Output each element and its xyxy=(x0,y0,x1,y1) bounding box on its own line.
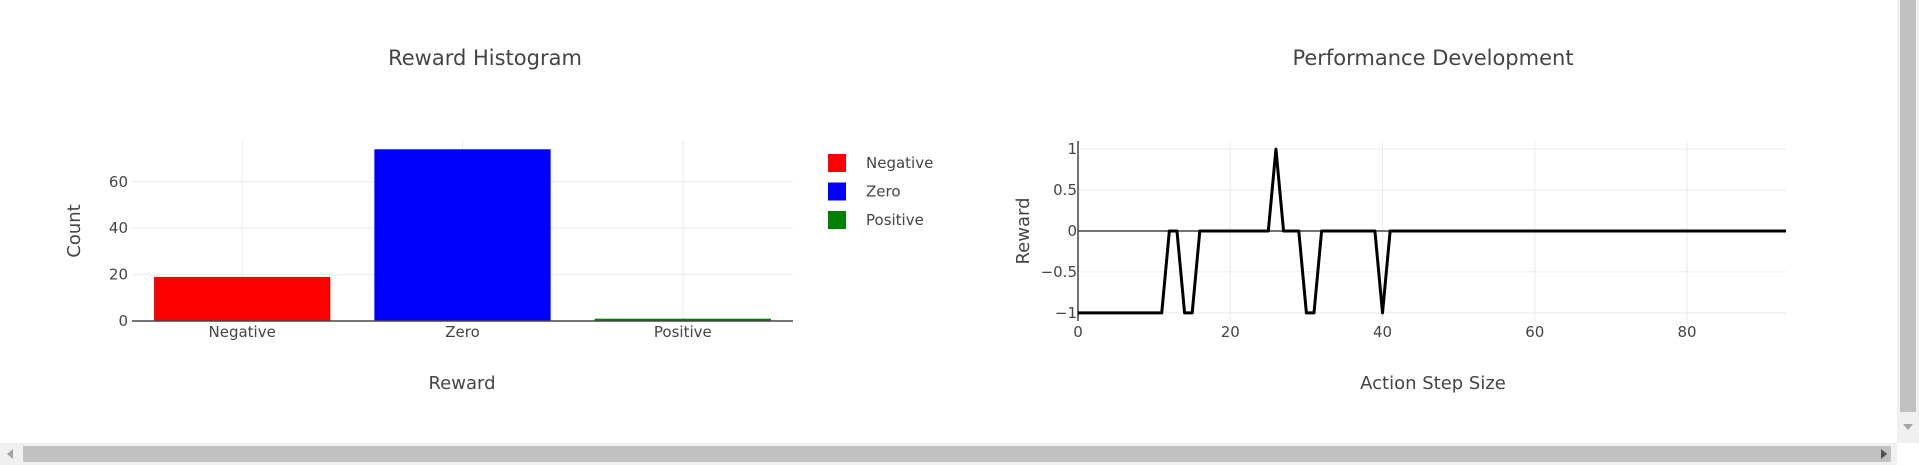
histogram-y-tick-label: 0 xyxy=(118,312,128,330)
performance-development-chart: Performance Development −1 −0.5 0 0.5 1 0 20 4… xyxy=(1013,46,1786,394)
histogram-y-tick-label: 60 xyxy=(109,173,128,191)
performance-title: Performance Development xyxy=(1292,46,1573,70)
histogram-x-ticks: Negative Zero Positive xyxy=(209,323,712,341)
scroll-right-icon[interactable] xyxy=(1881,449,1887,459)
legend-swatch xyxy=(828,182,846,201)
histogram-bars xyxy=(154,149,771,321)
bar-positive[interactable] xyxy=(594,318,771,321)
histogram-y-ticks: 0 20 40 60 xyxy=(109,173,128,330)
vertical-scrollbar-thumb[interactable] xyxy=(1900,0,1916,412)
histogram-x-axis-title: Reward xyxy=(428,373,495,394)
bar-zero[interactable] xyxy=(374,149,551,321)
performance-y-tick-label: 0.5 xyxy=(1053,181,1077,199)
histogram-y-axis-title: Count xyxy=(64,204,85,257)
histogram-x-tick-label: Zero xyxy=(445,323,480,341)
legend-item-negative[interactable]: Negative xyxy=(828,154,933,172)
performance-x-tick-label: 60 xyxy=(1525,323,1544,341)
performance-x-tick-label: 80 xyxy=(1677,323,1696,341)
vertical-scrollbar[interactable] xyxy=(1897,0,1919,443)
reward-histogram-chart: Reward Histogram 0 20 40 60 Negative Zero Pos… xyxy=(64,46,933,394)
performance-y-tick-label: −1 xyxy=(1055,304,1077,322)
legend-item-zero[interactable]: Zero xyxy=(828,182,901,201)
horizontal-scrollbar[interactable] xyxy=(0,443,1897,465)
scroll-down-icon[interactable] xyxy=(1903,424,1913,430)
performance-x-tick-label: 20 xyxy=(1221,323,1240,341)
performance-y-ticks: −1 −0.5 0 0.5 1 xyxy=(1041,140,1077,322)
legend-label: Zero xyxy=(866,183,901,201)
histogram-y-tick-label: 40 xyxy=(109,219,128,237)
performance-x-axis-title: Action Step Size xyxy=(1360,373,1506,394)
legend-item-positive[interactable]: Positive xyxy=(828,211,924,229)
performance-x-tick-label: 40 xyxy=(1373,323,1392,341)
histogram-y-tick-label: 20 xyxy=(109,266,128,284)
scroll-left-icon[interactable] xyxy=(7,449,13,459)
histogram-title: Reward Histogram xyxy=(388,46,582,70)
bar-negative[interactable] xyxy=(154,276,331,321)
performance-y-tick-label: −0.5 xyxy=(1041,263,1077,281)
histogram-x-tick-label: Positive xyxy=(654,323,712,341)
performance-x-ticks: 0 20 40 60 80 xyxy=(1073,323,1696,341)
performance-y-tick-label: 1 xyxy=(1067,140,1077,158)
horizontal-scrollbar-thumb[interactable] xyxy=(23,446,1891,462)
histogram-x-tick-label: Negative xyxy=(209,323,276,341)
legend-label: Negative xyxy=(866,154,933,172)
legend-swatch xyxy=(828,154,846,172)
legend-swatch xyxy=(828,211,846,229)
performance-x-tick-label: 0 xyxy=(1073,323,1083,341)
performance-y-tick-label: 0 xyxy=(1067,222,1077,240)
histogram-legend[interactable]: Negative Zero Positive xyxy=(828,154,933,229)
legend-label: Positive xyxy=(866,211,924,229)
reward-series-line xyxy=(1078,147,1786,315)
performance-y-axis-title: Reward xyxy=(1013,197,1034,264)
